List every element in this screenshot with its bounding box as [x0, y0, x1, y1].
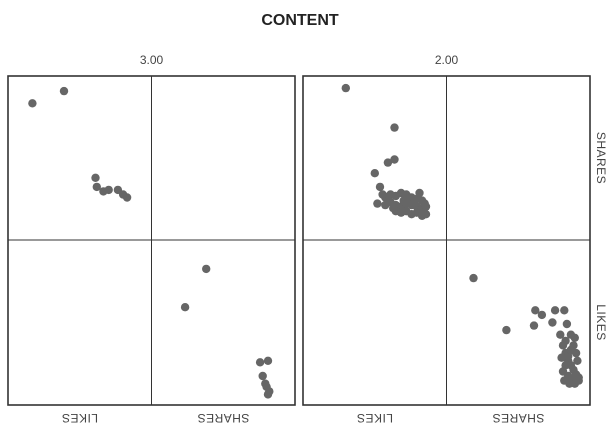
data-point [378, 190, 387, 199]
data-point [122, 193, 132, 202]
data-point [263, 390, 273, 399]
data-point [375, 182, 385, 192]
data-point [383, 158, 393, 167]
data-point [420, 199, 429, 208]
cell-shares-vs-likes [28, 86, 132, 202]
data-point [28, 99, 37, 108]
data-point [390, 123, 399, 132]
data-point [370, 169, 379, 178]
panel-0: 3.00 LIKES SHARES [7, 53, 296, 425]
panel-label: 3.00 [140, 53, 164, 67]
data-point [390, 155, 399, 164]
data-point [410, 197, 419, 207]
data-point [399, 196, 408, 205]
cell-shares-vs-likes [341, 83, 431, 220]
panel-1: 2.00 LIKES SHARES [302, 53, 591, 425]
column-label: LIKES [356, 411, 393, 425]
data-point [202, 264, 211, 274]
data-point [469, 273, 478, 283]
data-point [341, 83, 350, 93]
data-point [502, 325, 511, 335]
data-point [383, 196, 393, 205]
data-point [550, 306, 560, 315]
data-point [180, 303, 190, 312]
cell-likes-vs-shares [469, 273, 583, 388]
data-point [104, 185, 113, 195]
column-label: LIKES [61, 411, 98, 425]
column-label: SHARES [492, 411, 544, 425]
data-point [561, 336, 570, 346]
data-point [389, 204, 398, 213]
data-point [258, 371, 267, 381]
data-point [566, 330, 576, 339]
data-point [59, 86, 69, 96]
data-point [373, 199, 382, 208]
data-point [548, 318, 557, 327]
data-point [537, 310, 547, 320]
data-point [91, 173, 100, 182]
data-point [421, 210, 431, 219]
chart-title: CONTENT [261, 12, 339, 29]
data-point [560, 306, 569, 315]
data-point [92, 182, 102, 192]
data-point [557, 353, 566, 362]
row-label: LIKES [594, 304, 608, 341]
data-point [529, 321, 539, 330]
row-label: SHARES [594, 132, 608, 184]
cell-likes-vs-shares [180, 264, 274, 399]
data-point [263, 356, 273, 365]
data-point [569, 341, 578, 350]
panel-label: 2.00 [435, 53, 459, 67]
data-point [562, 319, 572, 329]
panels-layer: 3.00 LIKES SHARES 2.00 LIKES SHARES SHARES LIKE… [7, 53, 608, 425]
data-point [561, 361, 570, 370]
column-label: SHARES [197, 411, 249, 425]
data-point [556, 330, 565, 339]
data-point [571, 348, 581, 358]
data-point [255, 358, 265, 367]
data-point [531, 306, 540, 315]
data-point [574, 376, 583, 385]
data-point [415, 188, 424, 198]
data-point [573, 356, 582, 365]
